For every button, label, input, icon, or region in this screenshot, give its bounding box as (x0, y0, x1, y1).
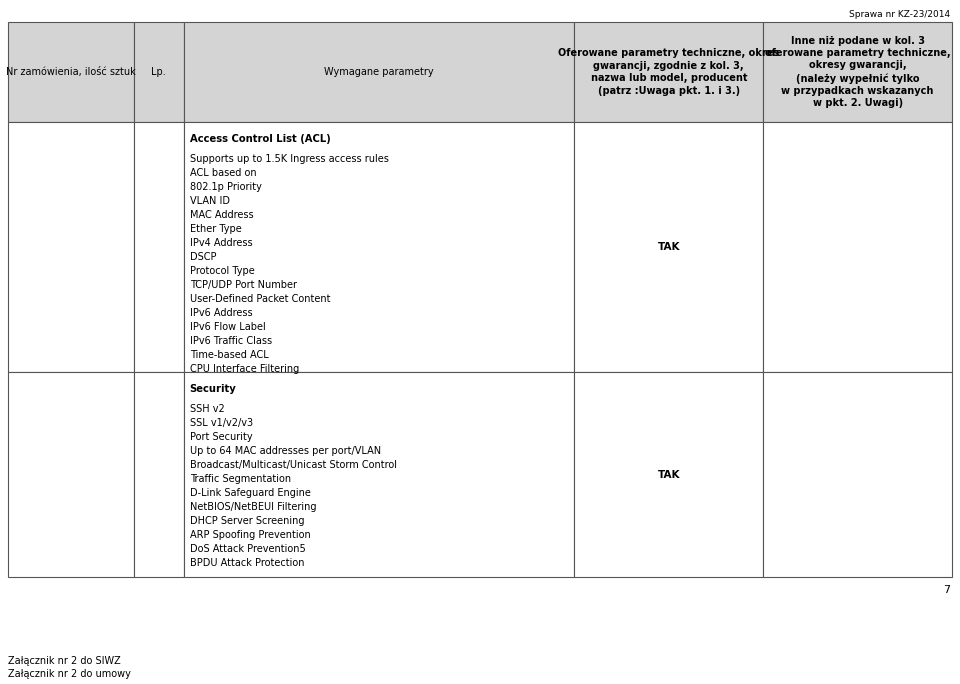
Bar (8, 372, 133, 577)
Text: IPv6 Flow Label: IPv6 Flow Label (189, 322, 265, 332)
Text: Załącznik nr 2 do SIWZ: Załącznik nr 2 do SIWZ (8, 656, 121, 666)
Text: VLAN ID: VLAN ID (189, 196, 229, 206)
Bar (133, 122, 183, 372)
Text: NetBIOS/NetBEUI Filtering: NetBIOS/NetBEUI Filtering (189, 502, 316, 512)
Text: Time-based ACL: Time-based ACL (189, 350, 269, 360)
Text: 802.1p Priority: 802.1p Priority (189, 182, 261, 192)
Bar (763, 22, 952, 122)
Text: TAK: TAK (658, 242, 680, 252)
Text: DHCP Server Screening: DHCP Server Screening (189, 516, 304, 526)
Text: BPDU Attack Protection: BPDU Attack Protection (189, 558, 304, 568)
Text: CPU Interface Filtering: CPU Interface Filtering (189, 364, 299, 374)
Bar (574, 122, 763, 372)
Text: IPv4 Address: IPv4 Address (189, 238, 252, 248)
Bar (183, 372, 574, 577)
Text: TCP/UDP Port Number: TCP/UDP Port Number (189, 280, 297, 290)
Text: Supports up to 1.5K Ingress access rules: Supports up to 1.5K Ingress access rules (189, 154, 389, 164)
Bar (763, 122, 952, 372)
Bar (574, 22, 763, 122)
Text: Oferowane parametry techniczne, okres
gwarancji, zgodnie z kol. 3,
nazwa lub mod: Oferowane parametry techniczne, okres gw… (558, 49, 780, 96)
Bar (183, 122, 574, 372)
Text: IPv6 Address: IPv6 Address (189, 308, 252, 318)
Bar (133, 22, 183, 122)
Bar (183, 22, 574, 122)
Text: ARP Spoofing Prevention: ARP Spoofing Prevention (189, 530, 310, 540)
Text: Protocol Type: Protocol Type (189, 266, 254, 276)
Text: Inne niż podane w kol. 3
oferowane parametry techniczne,
okresy gwarancji,
(nale: Inne niż podane w kol. 3 oferowane param… (765, 36, 950, 108)
Text: 7: 7 (943, 585, 950, 595)
Text: D-Link Safeguard Engine: D-Link Safeguard Engine (189, 488, 310, 498)
Text: SSL v1/v2/v3: SSL v1/v2/v3 (189, 418, 252, 428)
Text: Wymagane parametry: Wymagane parametry (324, 67, 434, 77)
Text: User-Defined Packet Content: User-Defined Packet Content (189, 294, 330, 304)
Text: Lp.: Lp. (151, 67, 166, 77)
Text: Sprawa nr KZ-23/2014: Sprawa nr KZ-23/2014 (849, 10, 950, 19)
Text: IPv6 Traffic Class: IPv6 Traffic Class (189, 336, 272, 346)
Bar (8, 22, 133, 122)
Text: Port Security: Port Security (189, 432, 252, 442)
Bar (574, 372, 763, 577)
Text: Załącznik nr 2 do umowy: Załącznik nr 2 do umowy (8, 669, 131, 679)
Text: Up to 64 MAC addresses per port/VLAN: Up to 64 MAC addresses per port/VLAN (189, 446, 381, 456)
Text: TAK: TAK (658, 469, 680, 479)
Bar (133, 372, 183, 577)
Text: MAC Address: MAC Address (189, 210, 253, 220)
Bar (8, 122, 133, 372)
Text: Broadcast/Multicast/Unicast Storm Control: Broadcast/Multicast/Unicast Storm Contro… (189, 460, 396, 470)
Text: Ether Type: Ether Type (189, 224, 241, 234)
Text: Security: Security (189, 384, 236, 394)
Text: Traffic Segmentation: Traffic Segmentation (189, 474, 291, 484)
Text: SSH v2: SSH v2 (189, 404, 225, 414)
Text: Nr zamówienia, ilość sztuk: Nr zamówienia, ilość sztuk (6, 67, 135, 77)
Text: ACL based on: ACL based on (189, 168, 256, 178)
Bar (763, 372, 952, 577)
Text: Access Control List (ACL): Access Control List (ACL) (189, 134, 330, 144)
Text: DSCP: DSCP (189, 252, 216, 262)
Text: DoS Attack Prevention5: DoS Attack Prevention5 (189, 544, 305, 554)
